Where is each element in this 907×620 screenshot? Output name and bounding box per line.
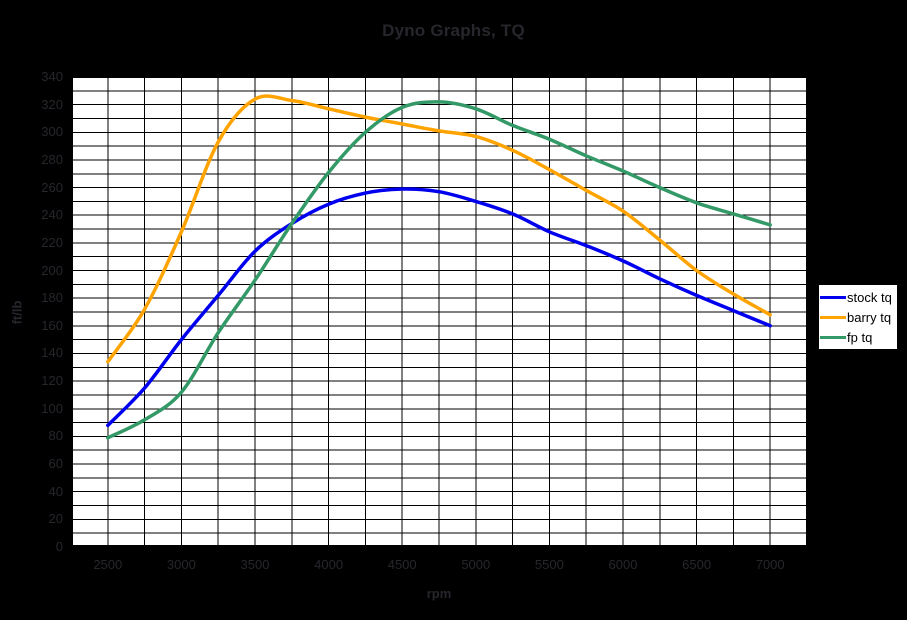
y-tick-label: 120 <box>41 373 63 389</box>
x-tick-label: 4500 <box>387 557 417 572</box>
x-tick-label: 6000 <box>608 557 638 572</box>
y-tick-label: 160 <box>41 317 63 333</box>
legend-label: stock tq <box>847 289 892 305</box>
y-tick-label: 20 <box>48 511 63 527</box>
x-tick-label: 3000 <box>166 557 196 572</box>
curve-barry-tq <box>106 94 772 364</box>
legend-label: fp tq <box>847 329 873 345</box>
legend-item-barry-tq: barry tq <box>820 307 896 327</box>
stock-tq-line-swatch <box>820 295 846 299</box>
legend-label: barry tq <box>847 309 892 325</box>
y-tick-label: 200 <box>41 262 63 278</box>
plot-canvas <box>71 77 807 547</box>
curve-fp-tq <box>106 100 772 440</box>
x-tick-label: 5500 <box>534 557 564 572</box>
y-tick-label: 40 <box>48 483 63 499</box>
y-tick-label: 280 <box>41 151 63 167</box>
x-tick-label: 3500 <box>240 557 270 572</box>
legend-item-stock-tq: stock tq <box>820 287 896 307</box>
y-tick-label: 0 <box>55 539 63 554</box>
x-axis-title: rpm <box>426 586 452 601</box>
y-tick-label: 100 <box>41 400 63 416</box>
x-tick-label: 5000 <box>461 557 491 572</box>
y-tick-label: 220 <box>41 234 63 250</box>
fp-tq-line-swatch <box>820 335 846 339</box>
x-tick-label: 6500 <box>682 557 712 572</box>
x-tick-label: 7000 <box>755 557 785 572</box>
y-tick-label: 60 <box>48 456 63 472</box>
y-tick-label: 140 <box>41 345 63 361</box>
chart-title: Dyno Graphs, TQ <box>382 21 525 40</box>
y-tick-label: 300 <box>41 124 63 140</box>
barry-tq-line-swatch <box>820 315 846 319</box>
legend-item-fp-tq: fp tq <box>820 327 896 347</box>
x-tick-label: 4000 <box>314 557 344 572</box>
y-tick-label: 240 <box>41 207 63 223</box>
y-tick-label: 180 <box>41 290 63 306</box>
x-tick-label: 2500 <box>93 557 123 572</box>
legend: stock tq barry tq fp tq <box>818 284 898 350</box>
y-tick-label: 80 <box>48 428 63 444</box>
y-tick-label: 260 <box>41 179 63 195</box>
plot-area <box>71 77 807 547</box>
curve-stock-tq <box>106 187 772 428</box>
y-tick-label: 340 <box>41 69 63 84</box>
y-tick-label: 320 <box>41 96 63 112</box>
